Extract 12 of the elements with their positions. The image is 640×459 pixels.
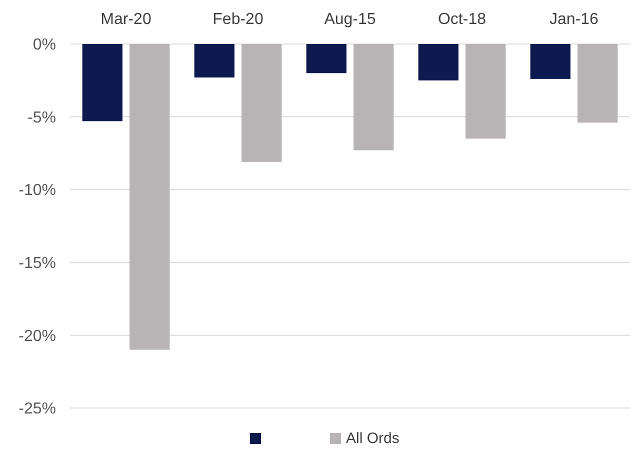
y-tick-label: -15% bbox=[18, 255, 56, 272]
y-tick-label: -20% bbox=[18, 328, 56, 345]
y-tick-label: 0% bbox=[32, 36, 56, 54]
x-tick-label: Aug-15 bbox=[324, 11, 376, 28]
x-tick-label: Mar-20 bbox=[100, 11, 152, 28]
legend-label: All Ords bbox=[346, 430, 400, 447]
x-tick-label: Jan-16 bbox=[550, 11, 599, 28]
y-tick-label: -25% bbox=[18, 400, 56, 418]
x-tick-label: Oct-18 bbox=[438, 11, 486, 28]
y-tick-label: -5% bbox=[28, 109, 56, 126]
y-tick-label: -10% bbox=[18, 182, 56, 200]
x-tick-label: Feb-20 bbox=[212, 11, 264, 28]
